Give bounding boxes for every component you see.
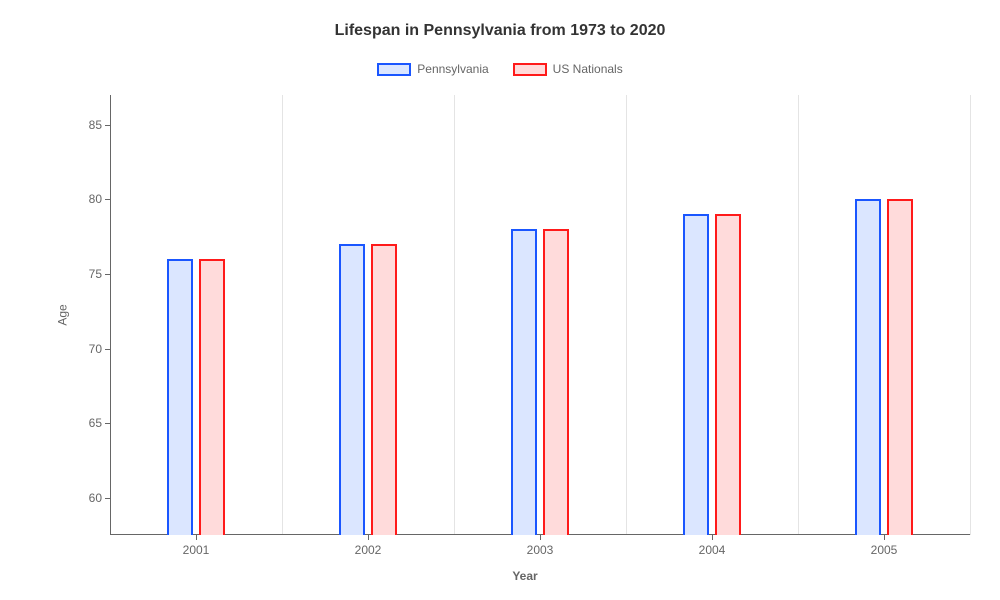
y-axis: 60 65 70 75 80 85 <box>80 95 110 535</box>
bar <box>543 229 569 535</box>
y-tick-label: 65 <box>89 416 102 430</box>
x-tick-label: 2005 <box>871 543 898 557</box>
legend-swatch-pennsylvania <box>377 63 411 76</box>
legend-label-pennsylvania: Pennsylvania <box>417 62 488 76</box>
legend-item-us-nationals: US Nationals <box>513 62 623 76</box>
chart-title: Lifespan in Pennsylvania from 1973 to 20… <box>0 0 1000 40</box>
legend-label-us-nationals: US Nationals <box>553 62 623 76</box>
y-tick-label: 85 <box>89 118 102 132</box>
x-tick-mark <box>884 535 885 540</box>
x-tick-mark <box>196 535 197 540</box>
x-tick-label: 2004 <box>699 543 726 557</box>
bar <box>887 199 913 535</box>
x-tick-mark <box>540 535 541 540</box>
legend-swatch-us-nationals <box>513 63 547 76</box>
bar <box>683 214 709 535</box>
legend: Pennsylvania US Nationals <box>0 62 1000 76</box>
y-tick-label: 60 <box>89 491 102 505</box>
x-tick-label: 2001 <box>183 543 210 557</box>
chart-container: Lifespan in Pennsylvania from 1973 to 20… <box>0 0 1000 600</box>
x-axis: 2001 2002 2003 2004 2005 <box>110 543 970 563</box>
x-tick-mark <box>368 535 369 540</box>
legend-item-pennsylvania: Pennsylvania <box>377 62 488 76</box>
y-axis-label: Age <box>56 304 70 325</box>
x-tick-label: 2002 <box>355 543 382 557</box>
x-tick-mark <box>712 535 713 540</box>
y-tick-label: 80 <box>89 192 102 206</box>
gridline-vertical <box>970 95 971 535</box>
plot-area: Age 606570758085 20012002200320042005 Ye… <box>80 95 970 535</box>
bar <box>371 244 397 535</box>
bar <box>715 214 741 535</box>
bar <box>339 244 365 535</box>
bar <box>855 199 881 535</box>
x-tick-label: 2003 <box>527 543 554 557</box>
x-axis-label: Year <box>512 569 537 583</box>
y-tick-label: 75 <box>89 267 102 281</box>
bar <box>167 259 193 535</box>
bar <box>199 259 225 535</box>
y-tick-label: 70 <box>89 342 102 356</box>
bars-group <box>110 95 970 535</box>
bar <box>511 229 537 535</box>
